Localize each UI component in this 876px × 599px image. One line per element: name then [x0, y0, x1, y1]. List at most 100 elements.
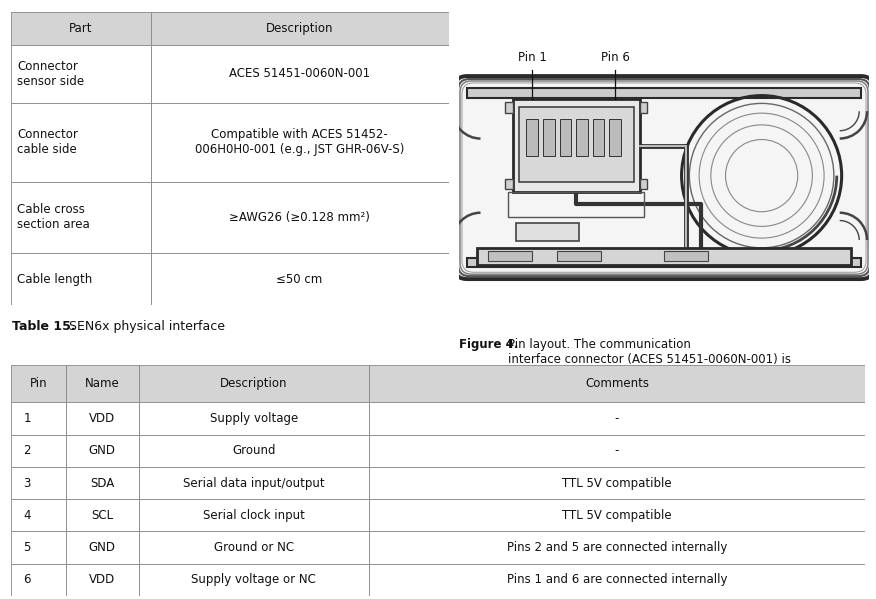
Bar: [512, 99, 639, 192]
Bar: [151, 181, 449, 253]
Bar: [138, 531, 370, 564]
Text: GND: GND: [88, 444, 116, 457]
Text: Part: Part: [69, 22, 92, 35]
Bar: [556, 251, 601, 261]
Bar: [369, 499, 865, 531]
Text: Table 15.: Table 15.: [12, 320, 76, 334]
Bar: [11, 181, 151, 253]
Bar: [66, 499, 138, 531]
Text: -: -: [615, 444, 619, 457]
Bar: [369, 403, 865, 435]
Bar: [519, 107, 633, 183]
Text: Pins 1 and 6 are connected internally: Pins 1 and 6 are connected internally: [506, 573, 727, 586]
Bar: [467, 258, 861, 267]
Bar: [151, 12, 449, 44]
Bar: [505, 102, 512, 113]
Text: Comments: Comments: [585, 377, 649, 391]
Text: 5: 5: [24, 541, 31, 554]
Bar: [576, 119, 588, 156]
Text: SEN6x physical interface: SEN6x physical interface: [65, 320, 225, 334]
Text: Ground or NC: Ground or NC: [214, 541, 294, 554]
Text: Connector
cable side: Connector cable side: [18, 128, 78, 156]
Bar: [151, 44, 449, 103]
Text: VDD: VDD: [89, 573, 116, 586]
Bar: [639, 179, 647, 189]
Bar: [66, 531, 138, 564]
Bar: [138, 564, 370, 596]
Bar: [369, 564, 865, 596]
Text: Pin: Pin: [30, 377, 47, 391]
Bar: [11, 44, 151, 103]
Bar: [11, 365, 66, 403]
Text: Name: Name: [85, 377, 120, 391]
Bar: [639, 102, 647, 113]
Text: Cable length: Cable length: [18, 273, 92, 286]
Bar: [138, 403, 370, 435]
Text: Pins 2 and 5 are connected internally: Pins 2 and 5 are connected internally: [506, 541, 727, 554]
Bar: [369, 435, 865, 467]
Bar: [138, 499, 370, 531]
Text: Supply voltage or NC: Supply voltage or NC: [192, 573, 316, 586]
Text: SCL: SCL: [91, 509, 113, 522]
Text: Cable cross
section area: Cable cross section area: [18, 204, 90, 231]
Text: Serial clock input: Serial clock input: [203, 509, 305, 522]
Text: Connector
sensor side: Connector sensor side: [18, 60, 84, 88]
Text: ≤50 cm: ≤50 cm: [277, 273, 322, 286]
Bar: [138, 365, 370, 403]
Text: Serial data input/output: Serial data input/output: [183, 477, 325, 489]
Bar: [151, 253, 449, 305]
Bar: [526, 119, 538, 156]
Bar: [11, 564, 66, 596]
Bar: [369, 365, 865, 403]
Text: 2: 2: [24, 444, 31, 457]
Bar: [138, 467, 370, 499]
Text: Supply voltage: Supply voltage: [210, 412, 298, 425]
Bar: [11, 253, 151, 305]
Bar: [11, 499, 66, 531]
Bar: [138, 435, 370, 467]
Text: SDA: SDA: [90, 477, 115, 489]
Bar: [11, 531, 66, 564]
FancyBboxPatch shape: [456, 76, 872, 279]
Bar: [151, 103, 449, 181]
Bar: [467, 88, 861, 98]
Bar: [516, 223, 579, 241]
Bar: [11, 403, 66, 435]
Bar: [66, 365, 138, 403]
Bar: [66, 564, 138, 596]
Text: ACES 51451-0060N-001: ACES 51451-0060N-001: [229, 68, 371, 80]
Bar: [369, 531, 865, 564]
Bar: [11, 103, 151, 181]
Text: 4: 4: [24, 509, 31, 522]
Text: VDD: VDD: [89, 412, 116, 425]
Bar: [369, 467, 865, 499]
Text: Pin 1: Pin 1: [518, 52, 547, 64]
Bar: [11, 467, 66, 499]
Bar: [66, 467, 138, 499]
Text: Compatible with ACES 51452-
006H0H0-001 (e.g., JST GHR-06V-S): Compatible with ACES 51452- 006H0H0-001 …: [194, 128, 405, 156]
Text: Figure 4.: Figure 4.: [459, 338, 519, 352]
Bar: [66, 403, 138, 435]
Bar: [610, 119, 621, 156]
Text: Ground: Ground: [232, 444, 276, 457]
Bar: [66, 435, 138, 467]
Bar: [505, 179, 512, 189]
Text: 6: 6: [24, 573, 31, 586]
Text: Description: Description: [265, 22, 334, 35]
Text: TTL 5V compatible: TTL 5V compatible: [562, 477, 672, 489]
Text: TTL 5V compatible: TTL 5V compatible: [562, 509, 672, 522]
Bar: [11, 435, 66, 467]
Bar: [11, 12, 151, 44]
Bar: [593, 119, 604, 156]
Bar: [543, 119, 555, 156]
Bar: [560, 119, 571, 156]
Text: 1: 1: [24, 412, 31, 425]
Text: 3: 3: [24, 477, 31, 489]
Text: Description: Description: [220, 377, 287, 391]
Text: ≥AWG26 (≥0.128 mm²): ≥AWG26 (≥0.128 mm²): [230, 211, 370, 224]
Text: Pin 6: Pin 6: [601, 52, 630, 64]
Text: Pin layout. The communication
interface connector (ACES 51451-0060N-001) is
loca: Pin layout. The communication interface …: [508, 338, 794, 397]
Bar: [488, 251, 533, 261]
Text: -: -: [615, 412, 619, 425]
Text: GND: GND: [88, 541, 116, 554]
